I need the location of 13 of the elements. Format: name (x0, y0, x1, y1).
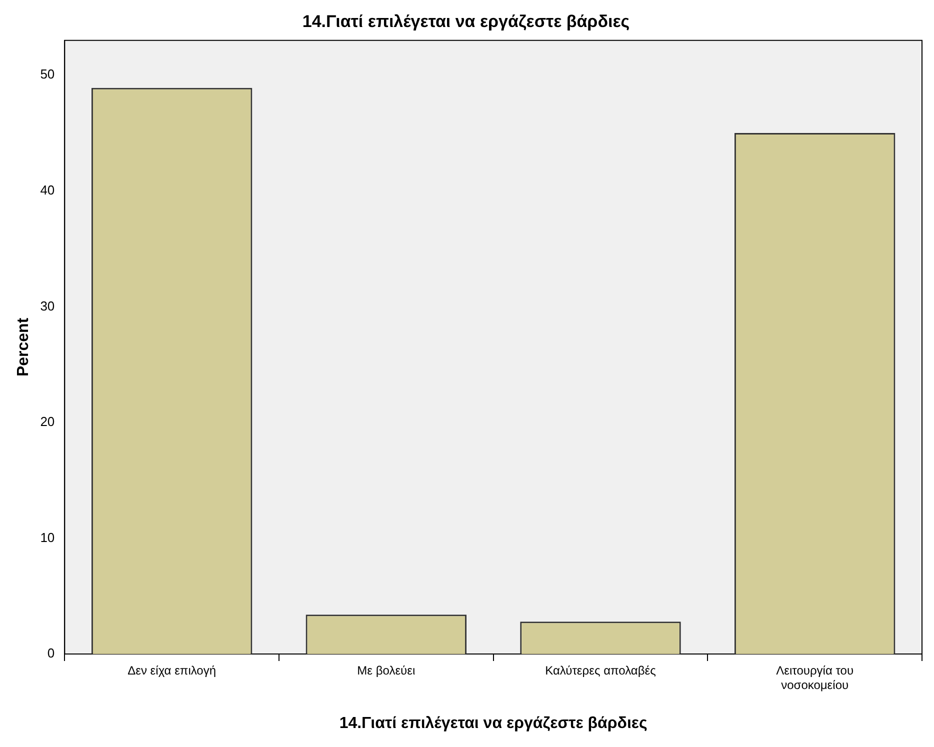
y-tick-label: 50 (40, 66, 55, 82)
x-tick-label: Δεν είχα επιλογή (128, 664, 216, 678)
y-tick-label: 10 (40, 530, 55, 545)
chart-title: 14.Γιατί επιλέγεται να εργάζεστε βάρδιες (302, 12, 630, 31)
x-tick-label: Με βολεύει (357, 664, 416, 678)
x-tick-label: Λειτουργία του νοσοκομείου (776, 664, 854, 692)
x-axis-title: 14.Γιατί επιλέγεται να εργάζεστε βάρδιες (339, 714, 648, 732)
y-tick-label: 40 (40, 182, 55, 198)
y-tick-label: 20 (40, 414, 55, 430)
y-tick-label: 0 (47, 646, 55, 661)
y-tick-label: 30 (40, 298, 55, 314)
y-axis-title: Percent (15, 317, 32, 377)
x-tick-label: Καλύτερες απολαβές (545, 664, 656, 678)
